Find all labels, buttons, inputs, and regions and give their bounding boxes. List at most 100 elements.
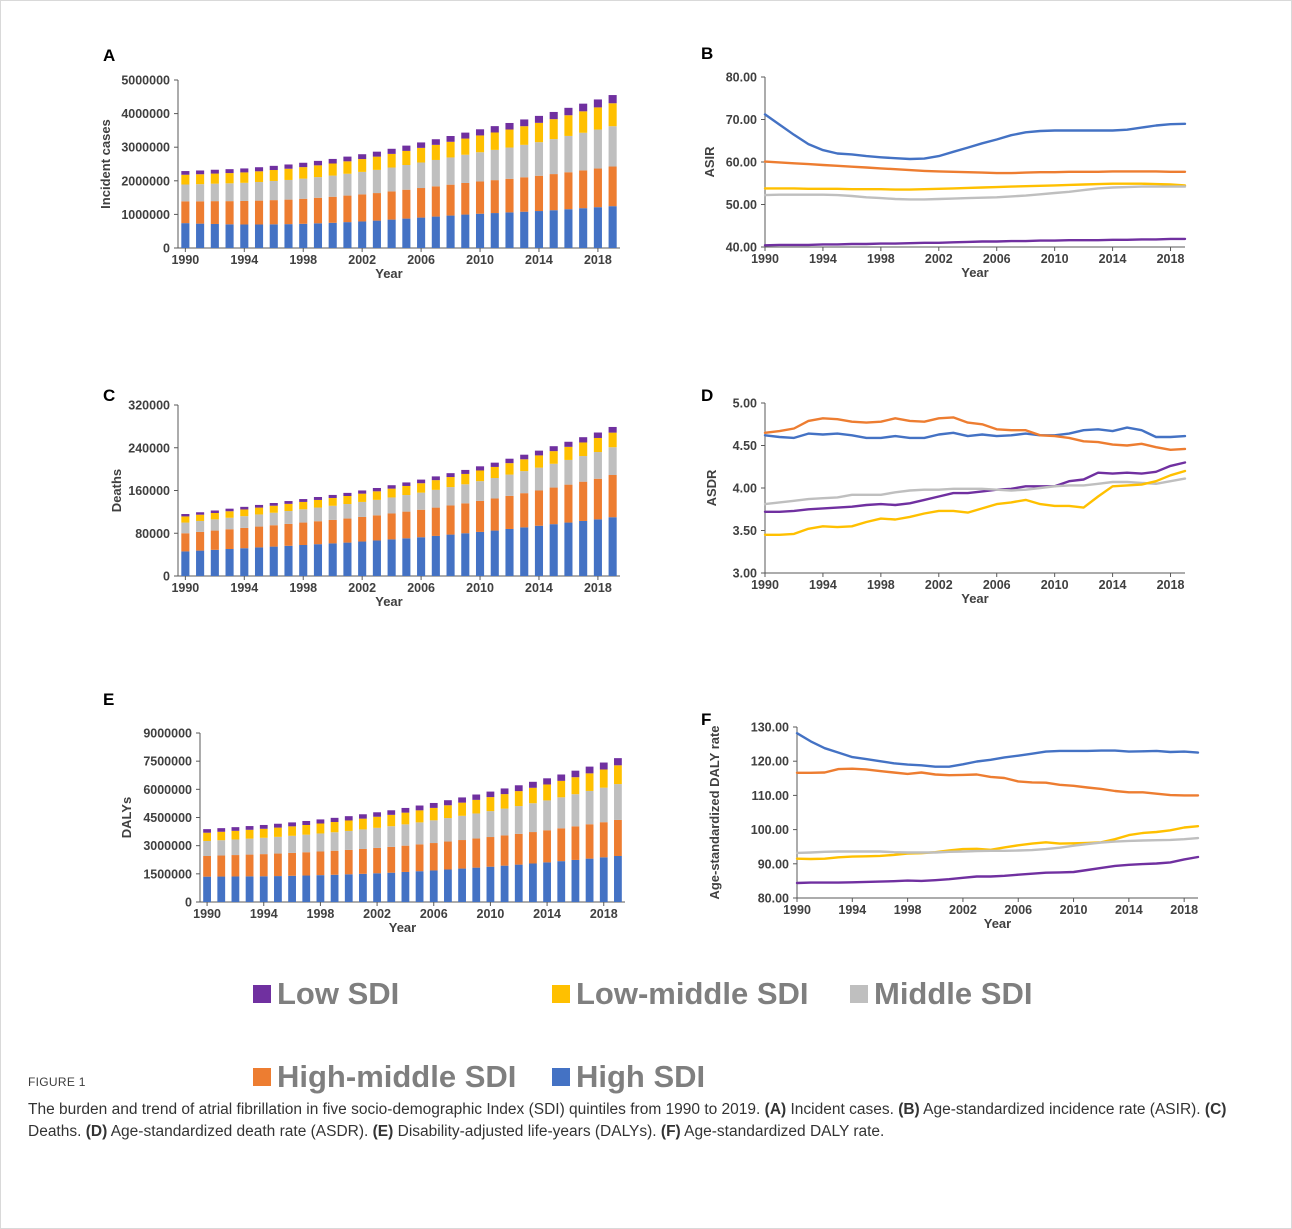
bar-segment: [343, 496, 352, 505]
bar-segment: [415, 844, 424, 872]
x-tick-label: 2010: [1041, 252, 1069, 266]
bar-segment: [490, 477, 499, 499]
bar-segment: [210, 512, 219, 520]
bar-segment: [231, 827, 240, 831]
x-tick-label: 1990: [751, 252, 779, 266]
bar-segment: [446, 136, 455, 142]
bar-segment: [505, 147, 514, 179]
bar-segment: [225, 173, 234, 184]
bar-segment: [579, 208, 588, 248]
bar-segment: [505, 458, 514, 464]
bar-segment: [402, 165, 411, 190]
bar-segment: [254, 547, 264, 576]
bar-segment: [288, 835, 296, 853]
x-axis-title: Year: [984, 916, 1011, 931]
x-tick-label: 2010: [1060, 903, 1088, 917]
bar-segment: [387, 814, 396, 827]
bar-segment: [328, 519, 337, 544]
bar-segment: [269, 512, 278, 526]
bar-segment: [557, 797, 566, 829]
bar-segment: [284, 224, 293, 248]
bar-segment: [181, 522, 190, 534]
bar-segment: [269, 525, 278, 547]
y-tick-label: 50.00: [726, 198, 757, 212]
bar-segment: [358, 490, 367, 494]
bar-segment: [284, 164, 293, 169]
bar-segment: [372, 193, 381, 221]
bar-segment: [429, 843, 438, 871]
x-tick-label: 2018: [1157, 578, 1185, 592]
bar-segment: [431, 144, 440, 160]
bar-segment: [313, 160, 323, 166]
series-line: [763, 461, 1187, 513]
bar-segment: [203, 832, 211, 841]
panel-d: D 3.00 3.50 4.00 4.50 5.00 1990 1994 1998 2002 200…: [701, 386, 1187, 606]
bar-segment: [520, 454, 529, 460]
bar-segment: [402, 482, 411, 486]
bar-segment: [475, 129, 485, 136]
bar-segment: [585, 790, 594, 825]
bar-segment: [475, 470, 485, 482]
bar-segment: [571, 859, 580, 902]
bar-segment: [343, 542, 352, 576]
bar-segment: [373, 847, 381, 874]
bar-segment: [431, 159, 440, 187]
x-tick-label: 2018: [590, 907, 618, 921]
bar-segment: [402, 538, 411, 576]
bar-segment: [359, 829, 367, 849]
bar-segment: [240, 200, 249, 225]
bar-segment: [274, 823, 282, 828]
y-axis-title: Age-standardized DALY rate: [707, 725, 722, 899]
bar-segment: [343, 504, 352, 519]
bar-segment: [240, 516, 249, 528]
bar-segment: [444, 805, 452, 819]
bar-segment: [344, 849, 353, 875]
bar-segment: [401, 824, 410, 846]
bar-segment: [571, 770, 580, 778]
x-tick-label: 2014: [525, 253, 553, 267]
bar-segment: [245, 838, 254, 855]
x-tick-label: 2002: [925, 252, 953, 266]
bar-segment: [210, 169, 219, 174]
bar-segment: [196, 201, 205, 224]
bar-segment: [458, 868, 466, 902]
bar-segment: [564, 446, 573, 460]
bar-segment: [475, 481, 485, 501]
bar-segment: [254, 181, 264, 201]
bar-segment: [196, 550, 205, 576]
x-tick-label: 2002: [925, 578, 953, 592]
y-tick-label: 130.00: [751, 721, 789, 735]
bar-segment: [328, 163, 337, 176]
bar-segment: [520, 493, 529, 528]
bar-segment: [505, 122, 514, 130]
bar-segment: [417, 492, 426, 510]
bar-segment: [254, 507, 264, 515]
bar-segment: [210, 530, 219, 550]
panel-c: C 0 80000 160000 240000 320000 1990 1994 1998 200…: [103, 386, 620, 609]
x-tick-label: 2006: [1004, 903, 1032, 917]
bar-segment: [288, 852, 296, 876]
bar-segment: [500, 788, 509, 795]
bar-segment: [505, 212, 514, 248]
y-tick-label: 80.00: [758, 892, 789, 906]
bar-segment: [373, 873, 381, 902]
bar-segment: [344, 874, 353, 902]
bar-segment: [446, 141, 455, 158]
bar-segment: [269, 503, 278, 506]
bar-segment: [231, 855, 240, 877]
bar-segment: [196, 184, 205, 202]
y-tick-label: 4.00: [733, 482, 757, 496]
bar-segment: [534, 455, 544, 468]
bar-segment: [486, 811, 495, 838]
bar-segment: [505, 129, 514, 148]
bar-segment: [299, 223, 308, 248]
bar-segment: [490, 126, 499, 133]
bar-segment: [500, 794, 509, 809]
bar-segment: [269, 180, 278, 201]
bar-segment: [210, 201, 219, 224]
bar-segment: [372, 515, 381, 541]
series-line: [763, 477, 1187, 506]
bar-segment: [313, 496, 323, 500]
bar-segment: [181, 184, 190, 202]
bar-segment: [401, 845, 410, 872]
